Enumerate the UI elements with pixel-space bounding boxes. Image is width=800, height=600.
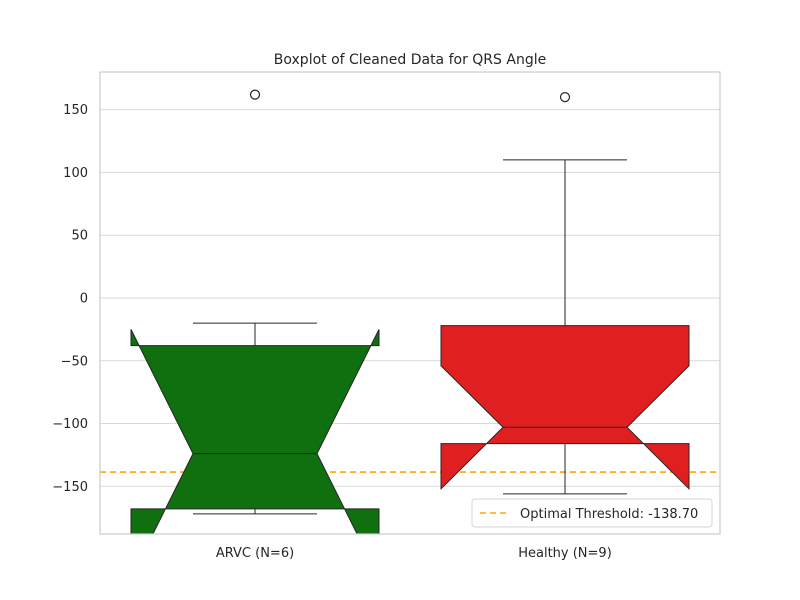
y-axis-ticks: 150 100 50 0 −50 −100 −150 — [52, 103, 88, 495]
chart-title: Boxplot of Cleaned Data for QRS Angle — [274, 52, 546, 68]
box-0 — [130, 329, 380, 534]
x-tick-label: Healthy (N=9) — [518, 546, 612, 561]
y-tick-label: −50 — [61, 354, 88, 369]
x-axis-ticks: ARVC (N=6) Healthy (N=9) — [216, 546, 612, 561]
box-1 — [440, 325, 690, 491]
legend-threshold-label: Optimal Threshold: -138.70 — [520, 507, 698, 522]
boxes-layer — [130, 325, 690, 534]
y-tick-label: −100 — [52, 417, 88, 432]
whiskers-layer — [193, 89, 627, 515]
outlier-point — [249, 89, 261, 100]
legend: Optimal Threshold: -138.70 — [471, 498, 713, 528]
y-tick-label: −150 — [52, 480, 88, 495]
y-tick-label: 100 — [63, 166, 88, 181]
legend-box — [471, 498, 713, 528]
outlier-point — [559, 92, 571, 103]
y-tick-label: 0 — [80, 291, 88, 306]
y-tick-label: 150 — [63, 103, 88, 118]
x-tick-label: ARVC (N=6) — [216, 546, 294, 561]
plot-frame — [99, 71, 721, 535]
y-tick-label: 50 — [71, 229, 88, 244]
